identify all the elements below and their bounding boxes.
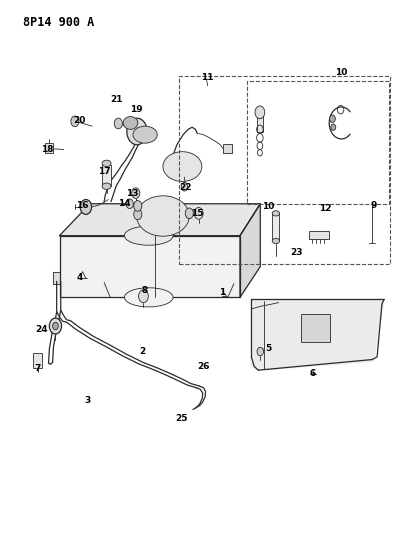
Circle shape bbox=[331, 124, 336, 131]
Circle shape bbox=[185, 208, 193, 219]
Text: 8P14 900 A: 8P14 900 A bbox=[23, 15, 94, 29]
Circle shape bbox=[330, 115, 335, 123]
Circle shape bbox=[132, 188, 140, 198]
Circle shape bbox=[255, 106, 265, 119]
Bar bbox=[309, 231, 329, 239]
Ellipse shape bbox=[125, 226, 173, 245]
Text: 5: 5 bbox=[265, 344, 271, 353]
Text: 22: 22 bbox=[179, 183, 192, 192]
Ellipse shape bbox=[133, 126, 157, 143]
Text: 17: 17 bbox=[98, 167, 110, 176]
Bar bbox=[102, 165, 111, 186]
Text: 6: 6 bbox=[309, 369, 315, 378]
Text: 11: 11 bbox=[201, 73, 214, 82]
Ellipse shape bbox=[123, 117, 138, 130]
Ellipse shape bbox=[125, 288, 173, 307]
Text: 12: 12 bbox=[319, 204, 331, 213]
Text: 1: 1 bbox=[219, 287, 225, 296]
Bar bbox=[247, 82, 389, 204]
Text: 10: 10 bbox=[335, 68, 348, 77]
Text: 14: 14 bbox=[118, 199, 131, 208]
Text: 7: 7 bbox=[34, 364, 40, 373]
Circle shape bbox=[127, 118, 147, 145]
Text: 16: 16 bbox=[76, 201, 88, 210]
Text: 21: 21 bbox=[110, 94, 123, 103]
Circle shape bbox=[114, 118, 123, 129]
Ellipse shape bbox=[272, 211, 280, 216]
Text: 2: 2 bbox=[140, 347, 146, 356]
Text: 23: 23 bbox=[291, 248, 303, 257]
Text: 13: 13 bbox=[126, 189, 139, 198]
Circle shape bbox=[194, 207, 203, 219]
Text: 18: 18 bbox=[41, 145, 54, 154]
Ellipse shape bbox=[102, 183, 111, 189]
Text: 26: 26 bbox=[197, 362, 210, 371]
Circle shape bbox=[53, 322, 58, 330]
Text: 19: 19 bbox=[130, 105, 143, 114]
Polygon shape bbox=[240, 204, 260, 297]
Circle shape bbox=[134, 200, 142, 211]
Circle shape bbox=[257, 348, 263, 356]
Bar bbox=[272, 213, 279, 241]
Circle shape bbox=[126, 199, 133, 208]
Bar bbox=[44, 143, 53, 153]
Text: 4: 4 bbox=[77, 273, 83, 281]
Circle shape bbox=[134, 209, 142, 220]
Text: 3: 3 bbox=[85, 396, 91, 405]
Text: 10: 10 bbox=[262, 202, 275, 211]
Bar bbox=[301, 314, 330, 342]
Text: 20: 20 bbox=[74, 116, 86, 125]
Ellipse shape bbox=[137, 196, 189, 236]
Circle shape bbox=[181, 182, 188, 191]
Circle shape bbox=[71, 116, 79, 127]
Text: 15: 15 bbox=[191, 209, 204, 218]
Circle shape bbox=[49, 318, 61, 334]
Ellipse shape bbox=[102, 160, 111, 166]
Bar bbox=[179, 76, 390, 264]
Text: 8: 8 bbox=[142, 286, 148, 295]
Text: 25: 25 bbox=[175, 414, 188, 423]
Text: 24: 24 bbox=[35, 325, 48, 334]
Ellipse shape bbox=[163, 152, 202, 181]
Text: 9: 9 bbox=[371, 201, 377, 210]
Polygon shape bbox=[252, 300, 384, 370]
Circle shape bbox=[139, 290, 148, 303]
Bar bbox=[223, 144, 232, 153]
Bar bbox=[33, 353, 42, 368]
Bar bbox=[258, 115, 263, 132]
Circle shape bbox=[80, 199, 92, 214]
Polygon shape bbox=[59, 236, 240, 297]
Polygon shape bbox=[59, 204, 260, 236]
Ellipse shape bbox=[272, 238, 280, 244]
Polygon shape bbox=[53, 272, 59, 284]
